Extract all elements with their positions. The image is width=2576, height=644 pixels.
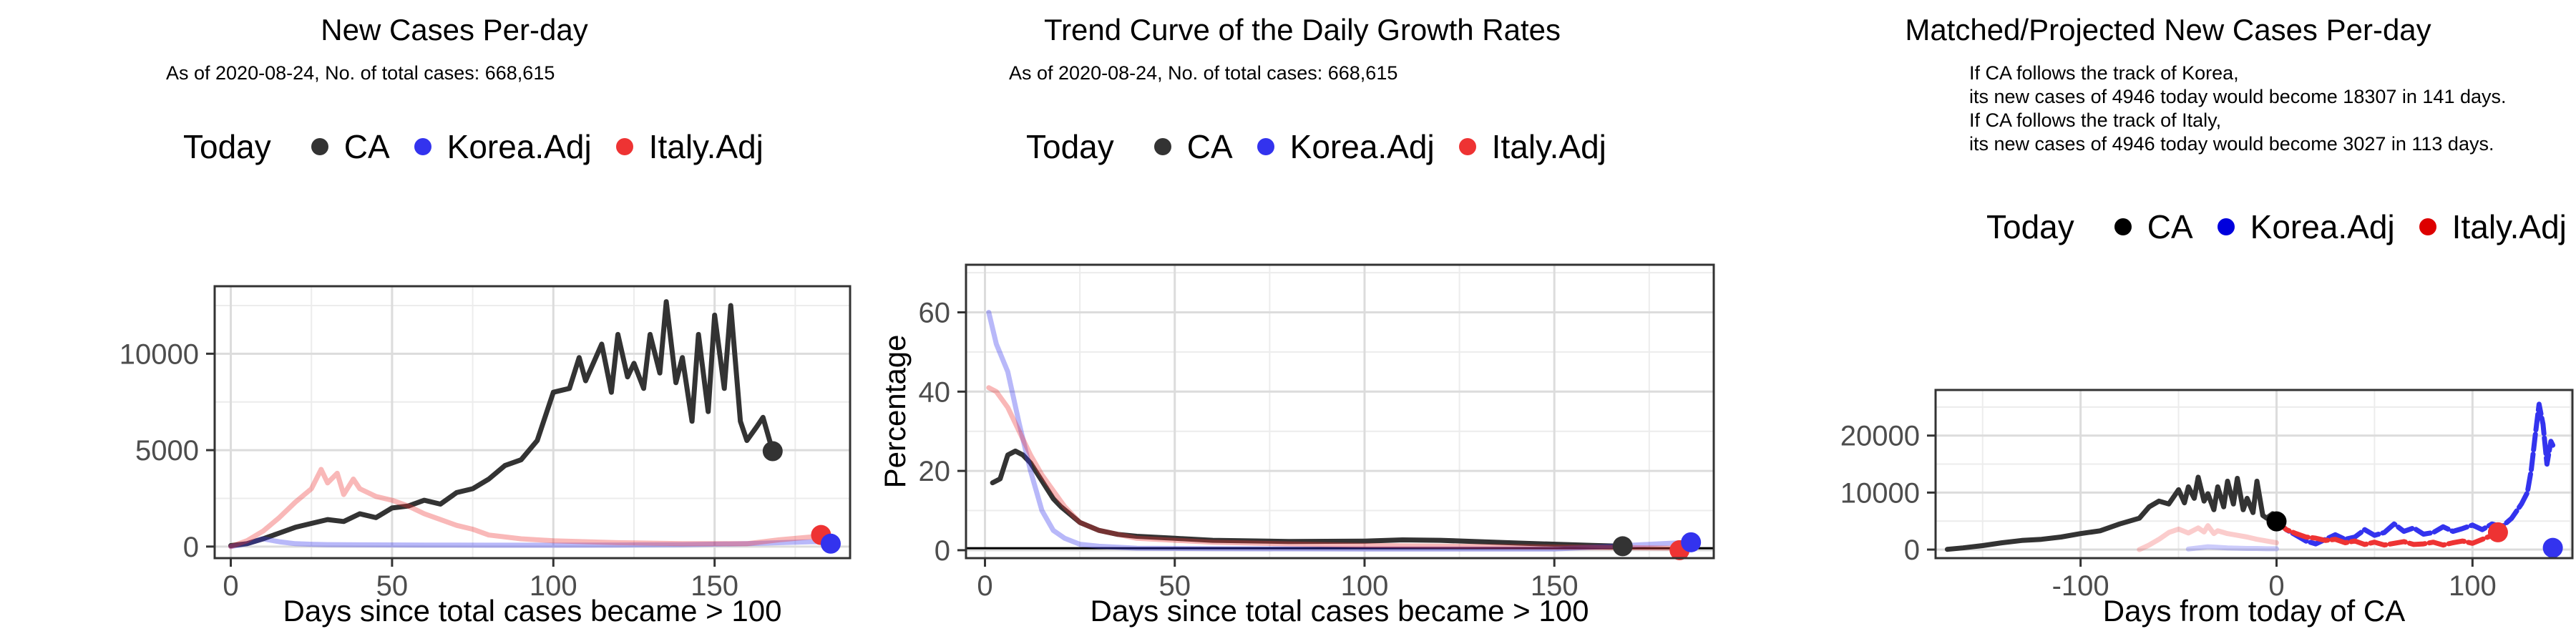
subtitle-line: If CA follows the track of Korea, [1969, 62, 2239, 84]
chart-growth-rates: 0 50 100 150 0 20 40 60 Days since total cases b… [878, 263, 1715, 628]
chart-title: New Cases Per-day [321, 13, 588, 47]
x-tick-label: 100 [2449, 570, 2497, 602]
x-tick-label: 150 [691, 570, 738, 602]
x-tick-label: 0 [977, 570, 992, 602]
today-point-ca [1612, 536, 1633, 557]
y-tick-label: 0 [935, 535, 950, 567]
plot-border [965, 263, 1715, 560]
legend-title: Today [1026, 128, 1114, 165]
legend-dot-korea [1257, 138, 1274, 155]
legend-dot-ca [1153, 138, 1171, 155]
y-tick-label: 60 [919, 297, 951, 328]
chart-subtitle: If CA follows the track of Korea, its ne… [1969, 62, 2507, 156]
today-point-ca [762, 441, 783, 462]
y-tick-label: 0 [1904, 535, 1920, 566]
today-point-koreaadj [820, 533, 841, 554]
legend-label-korea: Korea.Adj [447, 128, 592, 165]
x-tick-label: 50 [1159, 570, 1191, 602]
legend-title: Today [183, 128, 271, 165]
panel-projected: Matched/Projected New Cases Per-day If C… [1717, 0, 2576, 644]
chart-title: Matched/Projected New Cases Per-day [1905, 13, 2431, 47]
legend-label-ca: CA [343, 128, 390, 165]
plot-border [1934, 389, 2574, 560]
subtitle-line: its new cases of 4946 today would become… [1969, 86, 2507, 107]
x-tick-label: 0 [223, 570, 238, 602]
series-line-koreaadj [2274, 401, 2556, 547]
y-tick-label: 40 [919, 376, 951, 408]
y-tick-label: 10000 [119, 338, 199, 370]
legend-label-korea: Korea.Adj [2250, 208, 2395, 245]
series-line-koreaadj [986, 310, 1694, 552]
series-line-ca [1944, 474, 2279, 552]
legend-dot-korea [2217, 218, 2235, 235]
x-tick-label: 50 [376, 570, 409, 602]
x-axis-label: Days since total cases became > 100 [283, 594, 782, 628]
legend-dot-italy [2419, 218, 2436, 235]
panel-new-cases: New Cases Per-day As of 2020-08-24, No. … [0, 0, 859, 644]
chart-title: Trend Curve of the Daily Growth Rates [1043, 13, 1561, 47]
legend-label-korea: Korea.Adj [1289, 128, 1435, 165]
y-tick-label: 5000 [135, 435, 199, 467]
plot-area [1936, 390, 2572, 558]
chart-subtitle: As of 2020-08-24, No. of total cases: 66… [166, 62, 555, 85]
chart-projected: -100 0 100 0 10000 20000 Days from today of CA [1840, 389, 2574, 628]
subtitle-line: As of 2020-08-24, No. of total cases: 66… [1009, 62, 1398, 84]
y-tick-label: 20 [919, 456, 951, 487]
x-tick-label: 100 [530, 570, 577, 602]
legend-label-italy: Italy.Adj [648, 128, 763, 165]
series-line-koreaadj [2185, 544, 2279, 552]
x-tick-label: 150 [1531, 570, 1579, 602]
series-line-koreaadj [228, 536, 834, 550]
legend-dot-ca [311, 138, 328, 155]
x-tick-label: 0 [2268, 570, 2284, 602]
legend-label-ca: CA [2147, 208, 2193, 245]
plot-area [966, 265, 1714, 558]
x-tick-label: 100 [1341, 570, 1389, 602]
plot-border [213, 285, 852, 560]
legend-title: Today [1986, 208, 2074, 245]
series-line-italyadj [986, 385, 1682, 551]
subtitle-line: its new cases of 4946 today would become… [1969, 133, 2494, 155]
x-tick-label: -100 [2052, 570, 2109, 602]
chart-new-cases: 0 50 100 150 0 5000 10000 Days since total case… [119, 285, 852, 628]
today-point-koreaadj [2542, 537, 2563, 558]
legend: Today CA Korea.Adj Italy.Adj [1026, 127, 1606, 166]
subtitle-line: As of 2020-08-24, No. of total cases: 66… [166, 62, 555, 84]
today-point-koreaadj [1681, 532, 1702, 552]
legend: Today CA Korea.Adj Italy.Adj [183, 127, 763, 166]
y-tick-label: 10000 [1840, 477, 1920, 509]
legend: Today CA Korea.Adj Italy.Adj [1986, 208, 2567, 246]
legend-label-italy: Italy.Adj [2451, 208, 2567, 245]
series-line-italyadj [2274, 519, 2501, 548]
y-tick-label: 20000 [1840, 421, 1920, 452]
x-axis-label: Days since total cases became > 100 [1091, 594, 1589, 628]
chart-subtitle: As of 2020-08-24, No. of total cases: 66… [1009, 62, 1397, 85]
series-line-italyadj [2137, 523, 2279, 552]
today-point-ca [2266, 511, 2287, 532]
legend-label-italy: Italy.Adj [1491, 128, 1606, 165]
y-tick-label: 0 [183, 532, 199, 563]
series-line-italyadj [228, 467, 824, 550]
legend-dot-ca [2114, 218, 2132, 235]
legend-dot-italy [615, 138, 633, 155]
legend-dot-korea [414, 138, 431, 155]
plot-area [215, 286, 850, 558]
subtitle-line: If CA follows the track of Italy, [1969, 109, 2222, 131]
legend-label-ca: CA [1186, 128, 1233, 165]
x-axis-label: Days from today of CA [2103, 594, 2405, 628]
y-axis-label: Percentage [878, 335, 912, 489]
today-point-italyadj [2487, 522, 2508, 542]
legend-dot-italy [1458, 138, 1476, 155]
panel-growth-rates: Trend Curve of the Daily Growth Rates As… [859, 0, 1717, 644]
series-line-ca [228, 299, 776, 548]
series-line-ca [990, 448, 1626, 549]
